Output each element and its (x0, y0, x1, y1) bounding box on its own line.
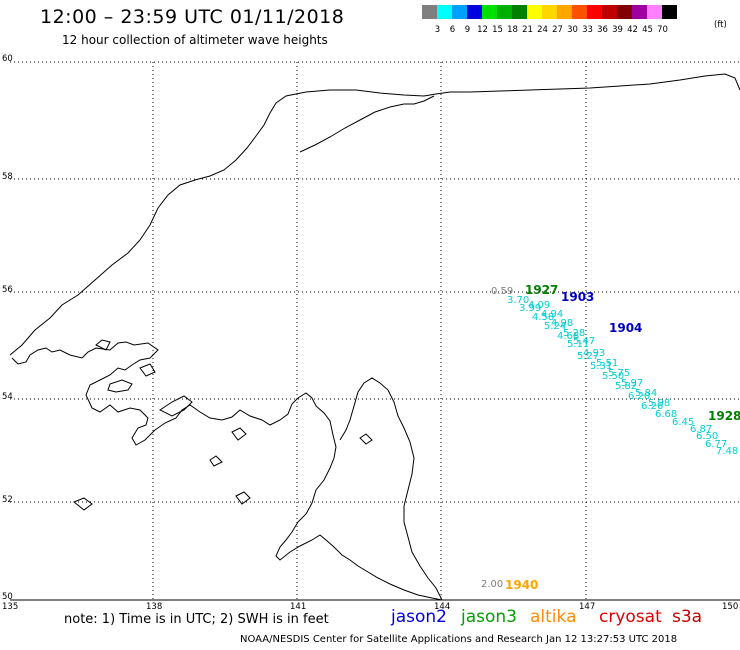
lon-label: 144 (434, 602, 451, 612)
scale-label: 36 (597, 25, 608, 35)
lon-label: 141 (290, 602, 307, 612)
swh-value: 5.75 (608, 368, 631, 379)
scale-label: 27 (552, 25, 563, 35)
swh-value: 4.93 (583, 348, 606, 359)
swh-value: 4.09 (528, 300, 551, 311)
scale-swatch (527, 5, 542, 19)
lon-label: 135 (2, 602, 19, 612)
track-time-label: 1903 (561, 290, 595, 304)
scale-swatch (617, 5, 632, 19)
satellite-altika: altika (530, 607, 577, 627)
lat-label: 54 (2, 392, 13, 402)
scale-swatch (602, 5, 617, 19)
swh-value: 5.82 (615, 381, 638, 392)
lon-label: 138 (146, 602, 163, 612)
swh-value: 5.27 (577, 351, 600, 362)
page-title: 12:00 – 23:59 UTC 01/11/2018 (40, 6, 345, 28)
swh-value: 4.98 (551, 318, 574, 329)
scale-label: 3 (434, 25, 441, 35)
swh-value: 5.47 (573, 336, 596, 347)
note-text: note: 1) Time is in UTC; 2) SWH is in fe… (64, 612, 329, 627)
swh-value: 6.20 (628, 391, 651, 402)
scale-swatch (467, 5, 482, 19)
scale-label: 15 (492, 25, 503, 35)
swh-value: 4.94 (541, 309, 564, 320)
scale-swatch (662, 5, 677, 19)
scale-label: 12 (477, 25, 488, 35)
scale-swatch (542, 5, 557, 19)
scale-label: 24 (537, 25, 548, 35)
scale-swatch (557, 5, 572, 19)
swh-value: 6.77 (705, 439, 728, 450)
scale-label: 33 (582, 25, 593, 35)
swh-value: 5.84 (635, 388, 658, 399)
swh-value: 5.98 (648, 398, 671, 409)
swh-value: 3.70 (507, 295, 530, 306)
scale-swatch (437, 5, 452, 19)
swh-value: 5.50 (602, 371, 625, 382)
scale-label: 70 (657, 25, 668, 35)
swh-value: 6.87 (690, 424, 713, 435)
coastline (9, 73, 740, 601)
swh-value: 6.68 (655, 409, 678, 420)
scale-label: 9 (464, 25, 471, 35)
scale-unit: (ft) (714, 20, 727, 30)
lat-label: 52 (2, 495, 13, 505)
track-time-label: 1904 (609, 321, 643, 335)
scale-label: 39 (612, 25, 623, 35)
swh-value: 7.48 (716, 446, 739, 457)
swh-value: 5.11 (567, 339, 590, 350)
page-subtitle: 12 hour collection of altimeter wave hei… (62, 33, 328, 47)
lat-label: 50 (2, 592, 13, 602)
scale-swatch (572, 5, 587, 19)
swh-value: 6.45 (672, 417, 695, 428)
swh-value: 0.59 (491, 286, 514, 297)
scale-swatch (422, 5, 437, 19)
swh-value: 4.68 (557, 331, 580, 342)
scale-label: 6 (449, 25, 456, 35)
track-time-label: 1927 (525, 283, 559, 297)
scale-swatch (482, 5, 497, 19)
scale-swatch (512, 5, 527, 19)
scale-label: 42 (627, 25, 638, 35)
track-time-label: 1940 (505, 578, 539, 592)
swh-value: 5.24 (544, 321, 567, 332)
credit-line: NOAA/NESDIS Center for Satellite Applica… (240, 634, 678, 645)
track-time-label: 1928 (708, 409, 740, 423)
scale-label: 30 (567, 25, 578, 35)
lat-label: 60 (2, 54, 13, 64)
swh-value: 4.58 (532, 312, 555, 323)
satellite-jason2: jason2 (391, 607, 447, 627)
scale-swatch (647, 5, 662, 19)
lon-label: 150 (722, 602, 739, 612)
scale-label: 18 (507, 25, 518, 35)
scale-swatch (587, 5, 602, 19)
scale-swatch (452, 5, 467, 19)
swh-value: 5.51 (596, 358, 619, 369)
swh-value: 5.28 (563, 328, 586, 339)
lon-label: 147 (579, 602, 596, 612)
satellite-s3a: s3a (672, 607, 703, 627)
scale-swatch (497, 5, 512, 19)
lat-label: 58 (2, 172, 13, 182)
scale-label: 21 (522, 25, 533, 35)
scale-label: 45 (642, 25, 653, 35)
swh-value: 2.00 (481, 579, 504, 590)
map-graticule (10, 61, 740, 600)
satellite-cryosat: cryosat (599, 607, 662, 627)
swh-value: 6.50 (696, 431, 719, 442)
satellite-jason3: jason3 (461, 607, 517, 627)
swh-value: 3.99 (519, 303, 542, 314)
swh-value: 5.97 (621, 378, 644, 389)
swh-value: 5.31 (590, 361, 613, 372)
swh-value: 6.26 (641, 401, 664, 412)
scale-swatch (632, 5, 647, 19)
lat-label: 56 (2, 285, 13, 295)
